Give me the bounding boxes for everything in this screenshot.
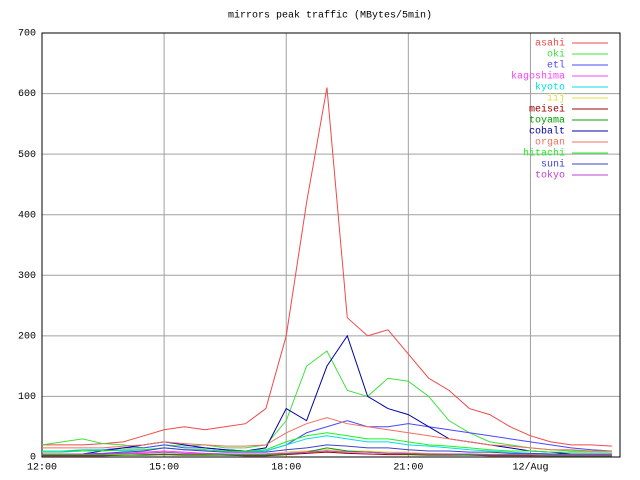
series-line: [42, 447, 612, 457]
x-tick-label: 12/Aug: [512, 462, 548, 474]
series-line: [42, 417, 612, 452]
legend-label: kagoshima: [511, 71, 565, 83]
x-tick-label: 12:00: [27, 463, 57, 474]
y-tick-label: 100: [18, 392, 36, 403]
legend-label: hitachi: [523, 148, 565, 160]
chart-title: mirrors peak traffic (MBytes/5min): [228, 10, 432, 22]
series-line: [42, 450, 612, 456]
legend-label: organ: [535, 138, 565, 149]
y-tick-label: 400: [18, 210, 36, 221]
y-tick-label: 700: [18, 29, 36, 40]
series-line: [42, 432, 612, 453]
legend-label: suni: [541, 159, 565, 171]
legend-label: etl: [547, 60, 565, 72]
legend-label: toyama: [529, 116, 565, 127]
legend-label: tokyo: [535, 170, 565, 182]
legend-label: iij: [547, 93, 565, 105]
legend-label: cobalt: [529, 126, 565, 138]
series-line: [42, 420, 612, 452]
legend-label: asahi: [535, 38, 565, 50]
y-tick-label: 0: [30, 453, 36, 464]
series-line: [42, 444, 612, 455]
legend-label: meisei: [529, 104, 565, 116]
y-tick-label: 200: [18, 331, 36, 342]
x-tick-label: 15:00: [149, 463, 179, 474]
series-line: [42, 334, 612, 455]
legend-label: kyoto: [535, 82, 565, 94]
y-tick-label: 600: [18, 89, 36, 100]
x-tick-label: 21:00: [393, 463, 423, 474]
plot-frame: [41, 32, 621, 458]
series-line: [42, 87, 612, 447]
y-tick-label: 300: [18, 271, 36, 282]
series-line: [41, 350, 612, 452]
x-tick-label: 18:00: [271, 463, 301, 474]
legend-label: oki: [547, 49, 565, 61]
y-tick-label: 500: [18, 150, 36, 161]
